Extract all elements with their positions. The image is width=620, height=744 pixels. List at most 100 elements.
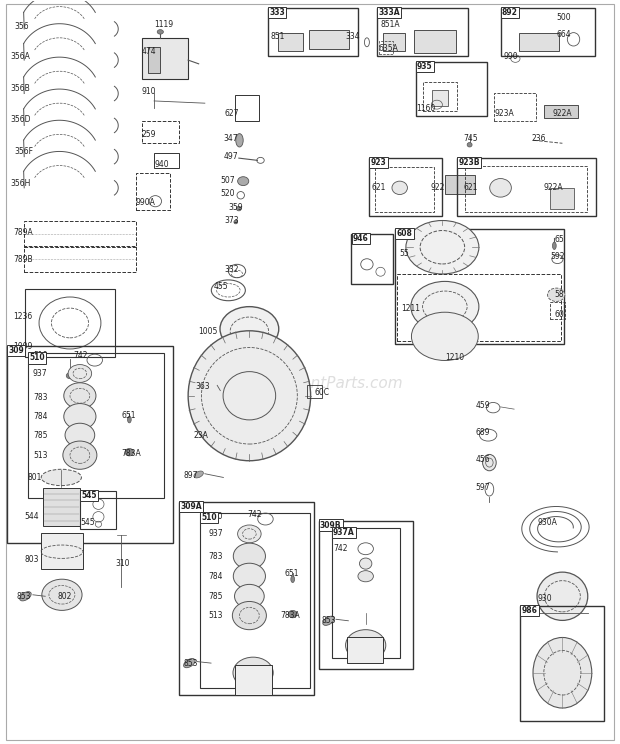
Text: 309B: 309B	[319, 520, 339, 529]
Ellipse shape	[533, 638, 591, 708]
Text: 851: 851	[270, 32, 285, 41]
Text: 937: 937	[208, 530, 223, 539]
Ellipse shape	[64, 382, 96, 408]
Text: 55: 55	[399, 248, 409, 257]
Text: 745: 745	[463, 134, 478, 143]
Text: 635A: 635A	[378, 45, 398, 54]
Text: 356D: 356D	[11, 115, 31, 124]
Bar	[414, 31, 456, 53]
Ellipse shape	[547, 288, 565, 301]
Text: 783A: 783A	[280, 611, 300, 620]
Text: 510: 510	[29, 353, 45, 362]
Text: 356: 356	[14, 22, 29, 31]
Text: 621: 621	[463, 183, 478, 193]
Text: 510: 510	[208, 513, 223, 522]
Text: 474: 474	[142, 47, 156, 56]
Ellipse shape	[537, 572, 588, 620]
Bar	[550, 302, 565, 318]
Text: 545: 545	[81, 491, 97, 500]
Text: 65: 65	[554, 235, 564, 244]
Text: 333A: 333A	[378, 8, 400, 17]
Text: 785: 785	[33, 431, 47, 440]
Text: 783: 783	[208, 551, 223, 561]
Text: 1005: 1005	[198, 327, 218, 336]
Bar	[234, 665, 272, 695]
Text: 309A: 309A	[180, 502, 202, 511]
Bar	[41, 533, 83, 569]
Ellipse shape	[41, 469, 81, 486]
Text: 689: 689	[476, 429, 490, 437]
Text: 1119: 1119	[154, 20, 173, 29]
Ellipse shape	[157, 30, 164, 34]
Text: 333: 333	[269, 8, 285, 17]
Text: 332: 332	[224, 265, 239, 274]
Bar	[520, 606, 604, 721]
Bar	[500, 8, 595, 57]
Text: 309: 309	[8, 346, 24, 355]
Ellipse shape	[233, 657, 273, 688]
Bar	[309, 31, 349, 49]
Ellipse shape	[345, 629, 386, 661]
Text: 897: 897	[184, 472, 198, 481]
Text: 742: 742	[247, 510, 262, 519]
Ellipse shape	[552, 242, 556, 249]
Ellipse shape	[234, 220, 237, 224]
Ellipse shape	[65, 423, 95, 447]
Bar	[423, 83, 456, 111]
Bar	[319, 521, 414, 669]
Text: 356A: 356A	[11, 52, 30, 61]
Bar	[352, 234, 393, 284]
Text: 236: 236	[531, 134, 546, 143]
Ellipse shape	[482, 455, 496, 471]
Bar	[457, 158, 596, 216]
Text: 742: 742	[74, 351, 88, 360]
Bar	[375, 167, 434, 211]
Text: 923: 923	[371, 158, 386, 167]
Text: 923A: 923A	[494, 109, 514, 118]
Bar	[268, 8, 358, 57]
Ellipse shape	[42, 579, 82, 610]
Text: 23A: 23A	[193, 431, 208, 440]
Bar	[80, 491, 116, 530]
Ellipse shape	[188, 331, 311, 461]
Bar	[307, 385, 322, 398]
Ellipse shape	[20, 591, 31, 601]
Text: 851A: 851A	[381, 20, 400, 29]
Text: 853: 853	[16, 591, 30, 600]
Text: 1211: 1211	[402, 304, 420, 313]
Text: 937: 937	[33, 369, 48, 378]
Bar	[383, 33, 405, 51]
Bar	[24, 246, 136, 272]
Ellipse shape	[411, 281, 479, 332]
Text: 946: 946	[353, 234, 368, 243]
Bar	[24, 220, 136, 247]
Text: 60C: 60C	[315, 388, 330, 397]
Bar	[179, 502, 314, 695]
Text: 990: 990	[503, 52, 518, 61]
Ellipse shape	[392, 181, 407, 194]
Text: 940: 940	[154, 159, 169, 169]
Text: eReplacementParts.com: eReplacementParts.com	[216, 376, 404, 391]
Ellipse shape	[220, 307, 279, 351]
Bar	[142, 121, 179, 144]
Text: 937A: 937A	[336, 527, 356, 536]
Text: 742: 742	[334, 545, 348, 554]
Text: 789B: 789B	[13, 254, 33, 263]
Text: 651: 651	[122, 411, 136, 420]
Text: 923B: 923B	[458, 158, 480, 167]
Bar	[445, 175, 474, 193]
Ellipse shape	[291, 576, 294, 583]
Text: 455: 455	[214, 282, 229, 291]
Ellipse shape	[236, 206, 241, 211]
Text: 910: 910	[142, 87, 156, 96]
Bar	[278, 33, 303, 51]
Bar	[550, 187, 574, 208]
Text: 789A: 789A	[13, 228, 33, 237]
Text: 259: 259	[142, 130, 156, 139]
Text: 990A: 990A	[136, 198, 156, 207]
Text: 334: 334	[346, 32, 360, 41]
Bar	[370, 158, 443, 216]
Bar	[43, 488, 80, 527]
Text: 664: 664	[556, 30, 571, 39]
Text: 545: 545	[80, 518, 94, 527]
